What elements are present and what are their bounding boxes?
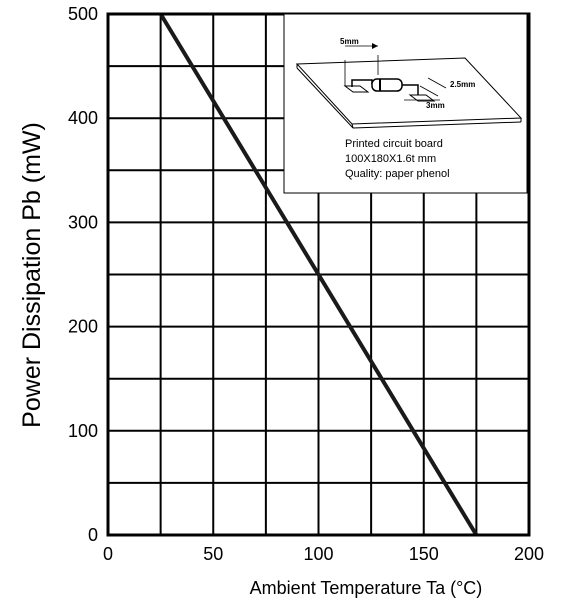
pcb-board-illustration [295,57,523,129]
inset-caption-line-1: Printed circuit board [345,138,443,150]
inset-frame [283,13,528,194]
y-tick-label: 300 [68,212,98,232]
y-tick-label: 0 [88,525,98,545]
y-tick-labels: 0 100 200 300 400 500 [68,4,98,545]
x-tick-label: 50 [203,544,223,564]
y-tick-label: 200 [68,317,98,337]
x-tick-label: 0 [103,544,113,564]
inset-dimension-2-5mm: 2.5mm [450,80,475,89]
y-tick-label: 400 [68,108,98,128]
y-tick-label: 500 [68,4,98,24]
x-tick-label: 100 [303,544,333,564]
pcb-inset: 5mm 2.5mm 3mm Printed circuit board 100X… [283,13,528,194]
inset-dimension-3mm: 3mm [426,101,445,110]
y-tick-label: 100 [68,421,98,441]
diode-component-illustration [343,43,447,102]
x-axis-label: Ambient Temperature Ta (°C) [250,578,483,598]
inset-caption-line-2: 100X180X1.6t mm [345,153,436,165]
power-derating-line [158,12,479,537]
inset-dimension-5mm: 5mm [340,37,359,46]
x-tick-label: 150 [409,544,439,564]
series-layer [158,12,479,537]
x-tick-labels: 0 50 100 150 200 [103,544,544,564]
inset-caption-line-3: Quality: paper phenol [345,168,450,180]
x-tick-label: 200 [514,544,544,564]
y-axis-label: Power Dissipation Pb (mW) [18,122,46,428]
